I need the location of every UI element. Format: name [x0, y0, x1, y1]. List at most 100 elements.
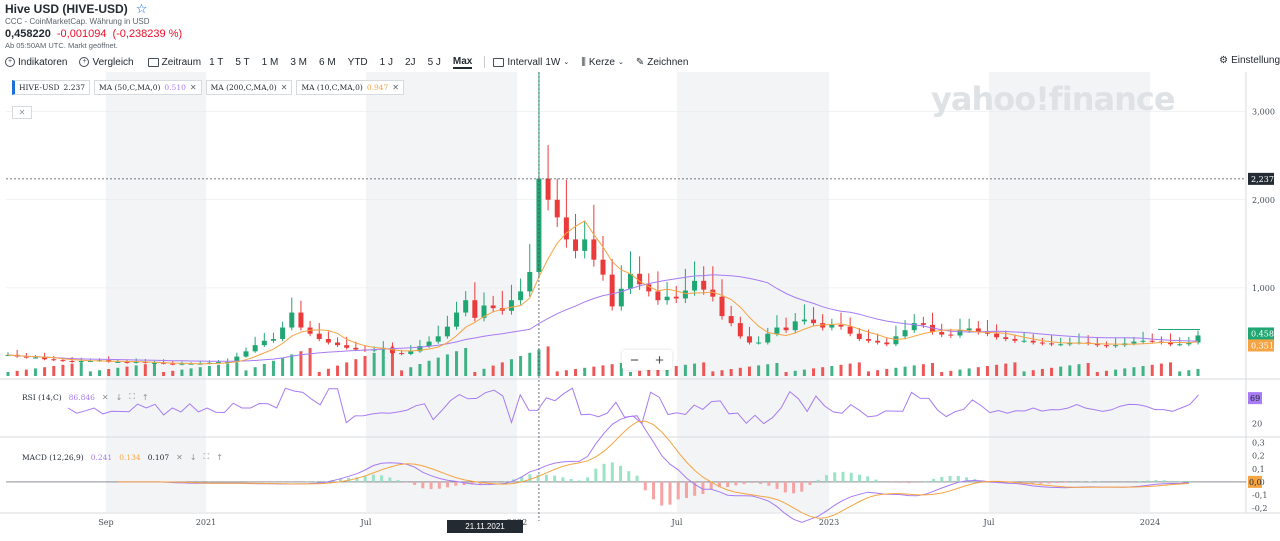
- star-icon[interactable]: ☆: [135, 1, 148, 16]
- candle-body: [179, 363, 185, 365]
- range-1m[interactable]: 1 M: [261, 56, 279, 68]
- volume-bar: [1050, 367, 1054, 376]
- volume-bar: [281, 357, 285, 376]
- macd-histogram-bar: [940, 476, 944, 482]
- macd-histogram-bar: [759, 481, 763, 484]
- candle-body: [1195, 335, 1201, 343]
- macd-histogram-bar: [544, 474, 548, 482]
- rsi-tick-label: 20: [1252, 420, 1262, 429]
- expand-icon[interactable]: ⛶: [129, 392, 135, 401]
- volume-bar: [821, 367, 825, 376]
- draw-button[interactable]: ✎ Zeichnen: [636, 57, 689, 68]
- macd-histogram-bar: [363, 475, 367, 482]
- settings-button[interactable]: ⚙ Einstellung: [1219, 55, 1280, 66]
- range-2j[interactable]: 2J: [405, 56, 416, 68]
- legend-hive[interactable]: HIVE-USD 2.237: [12, 80, 91, 95]
- volume-bar: [903, 366, 907, 376]
- macd-histogram-bar: [1047, 481, 1051, 484]
- volume-bar: [564, 370, 568, 376]
- x-axis-label: Jul: [671, 518, 683, 527]
- range-1t[interactable]: 1 T: [209, 56, 224, 68]
- candle-body: [865, 338, 871, 341]
- volume-bar: [381, 349, 385, 376]
- macd-histogram-bar: [437, 481, 441, 489]
- chart-type-label: Kerze: [588, 56, 615, 68]
- candle-body: [994, 333, 1000, 338]
- volume-bar: [830, 366, 834, 376]
- volume-bar: [747, 366, 751, 376]
- candle-body: [170, 363, 176, 365]
- volume-bar: [308, 348, 312, 376]
- close-icon[interactable]: ✕: [189, 83, 197, 92]
- volume-bar: [70, 363, 74, 376]
- volume-bar: [180, 369, 184, 376]
- candle-body: [673, 296, 679, 299]
- rsi-legend: RSI (14,C) 86.846 ✕ ↓ ⛶ ↑: [22, 392, 149, 402]
- chevron-down-icon: ⌄: [617, 59, 624, 66]
- candle-body: [335, 342, 341, 346]
- arrow-down-icon[interactable]: ↓: [189, 452, 197, 462]
- close-icon[interactable]: ✕: [101, 392, 109, 402]
- candle-body: [1103, 345, 1109, 347]
- macd-histogram-bar: [767, 481, 771, 486]
- close-icon[interactable]: ✕: [392, 83, 399, 92]
- arrow-up-icon[interactable]: ↑: [141, 392, 149, 402]
- volume-bar: [372, 352, 376, 376]
- compare-button[interactable]: + Vergleich: [79, 57, 134, 68]
- range-max[interactable]: Max: [452, 55, 473, 69]
- collapse-legend-button[interactable]: ✕: [12, 106, 32, 119]
- range-ytd[interactable]: YTD: [347, 56, 368, 68]
- close-icon[interactable]: ✕: [280, 83, 288, 92]
- volume-bar: [152, 363, 156, 376]
- volume-bar: [79, 362, 83, 376]
- x-axis-label: Jul: [983, 518, 995, 527]
- price-chart[interactable]: 3,000 2,000 1,000 2,237 0.458 0,351 20 69 0,3 0,2…: [0, 72, 1280, 541]
- candle-body: [792, 321, 798, 331]
- volume-bar: [812, 368, 816, 376]
- volume-bar: [702, 362, 706, 376]
- range-1j[interactable]: 1 J: [379, 56, 393, 68]
- legend-ma10[interactable]: MA (10,C,MA,0) 0.947 ✕: [296, 80, 404, 95]
- volume-bar: [802, 369, 806, 376]
- legend-ma50[interactable]: MA (50,C,MA,0) 0.510 ✕: [94, 80, 202, 95]
- macd-histogram-bar: [1187, 480, 1191, 482]
- zoom-out-button[interactable]: −: [630, 351, 639, 369]
- indicators-button[interactable]: + Indikatoren: [5, 57, 67, 68]
- volume-bar: [345, 362, 349, 376]
- range-5j[interactable]: 5 J: [427, 56, 441, 68]
- year-band: [989, 72, 1150, 512]
- volume-bar: [134, 365, 138, 376]
- legend-ma200[interactable]: MA (200,C,MA,0) ✕: [205, 80, 293, 95]
- chart-type-button[interactable]: ⫼ Kerze ⌄: [581, 57, 624, 68]
- zoom-in-button[interactable]: +: [655, 351, 664, 369]
- interval-icon: [493, 57, 505, 67]
- range-3m[interactable]: 3 M: [290, 56, 307, 68]
- volume-bar: [88, 371, 92, 376]
- volume-bar: [1187, 370, 1191, 376]
- volume-bar: [848, 363, 852, 376]
- macd-histogram-bar: [594, 468, 598, 482]
- candle-body: [591, 239, 597, 260]
- macd-histogram-bar: [652, 481, 655, 500]
- arrow-down-icon[interactable]: ↓: [115, 392, 123, 402]
- candle-body: [1131, 341, 1137, 344]
- macd-histogram-bar: [734, 481, 738, 486]
- macd-histogram-bar: [619, 465, 623, 482]
- candlestick-icon: ⫼: [581, 56, 586, 68]
- macd-histogram-bar: [1162, 480, 1166, 482]
- macd-histogram-bar: [899, 481, 903, 483]
- volume-bar: [876, 370, 880, 376]
- volume-bar: [940, 372, 944, 376]
- close-icon[interactable]: ✕: [176, 452, 183, 462]
- volume-bar: [253, 367, 257, 376]
- arrow-up-icon[interactable]: ↑: [216, 452, 223, 462]
- interval-button[interactable]: Intervall 1W ⌄: [493, 57, 569, 68]
- expand-icon[interactable]: ⛶: [203, 452, 210, 461]
- candle-body: [270, 338, 276, 341]
- range-6m[interactable]: 6 M: [318, 56, 336, 68]
- range-5t[interactable]: 5 T: [235, 56, 250, 68]
- candle-body: [353, 347, 359, 350]
- volume-bar: [1150, 364, 1154, 376]
- period-button[interactable]: Zeitraum: [147, 57, 201, 68]
- volume-bar: [601, 365, 605, 376]
